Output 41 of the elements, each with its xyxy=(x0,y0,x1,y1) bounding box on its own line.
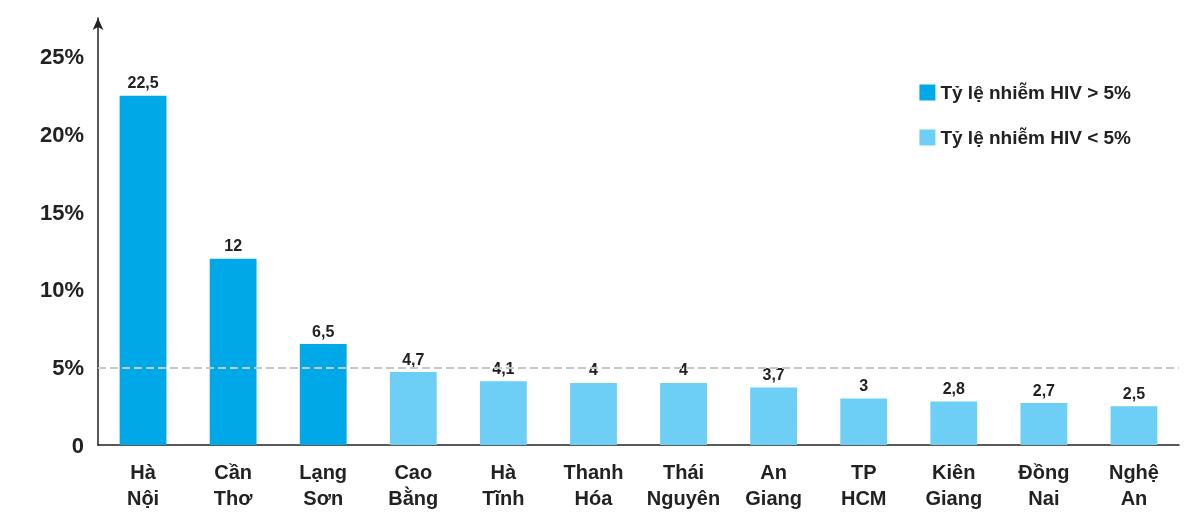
y-tick-label: 5% xyxy=(52,354,84,380)
bar xyxy=(119,95,167,445)
bar xyxy=(1020,403,1068,445)
x-tick-label: Hà Nội xyxy=(126,461,160,509)
x-tick-label: Kiên Giang xyxy=(925,461,983,509)
legend-label: Tỷ lệ nhiễm HIV > 5% xyxy=(940,82,1132,103)
x-tick-label: Thái Nguyên xyxy=(646,461,721,509)
x-tick-label: Nghệ An xyxy=(1108,461,1159,509)
bar xyxy=(930,401,978,445)
x-tick-label: Hà Tĩnh xyxy=(482,461,525,509)
x-tick-label: Thanh Hóa xyxy=(563,461,624,509)
data-label: 4 xyxy=(679,361,689,379)
bar xyxy=(479,381,527,445)
data-label: 2,7 xyxy=(1032,381,1056,399)
data-label: 4,7 xyxy=(402,350,425,368)
y-tick-label: 10% xyxy=(39,277,84,303)
bar xyxy=(209,258,257,445)
x-tick-label: Cần Thơ xyxy=(213,461,254,509)
y-tick-label: 15% xyxy=(39,199,84,225)
bar xyxy=(1110,406,1158,445)
data-label: 12 xyxy=(224,237,243,255)
bar xyxy=(840,398,888,445)
data-label: 6,5 xyxy=(312,322,335,340)
data-label: 3 xyxy=(859,376,869,394)
bar xyxy=(660,382,707,445)
bar xyxy=(750,387,798,445)
x-tick-label: TP HCM xyxy=(840,461,887,509)
data-label: 22,5 xyxy=(127,74,159,92)
legend-label: Tỷ lệ nhiễm HIV < 5% xyxy=(940,127,1132,148)
data-label: 2,5 xyxy=(1122,384,1146,402)
y-tick-label: 20% xyxy=(39,121,84,147)
bar xyxy=(389,372,437,445)
bar xyxy=(570,382,617,445)
x-tick-label: An Giang xyxy=(745,461,802,509)
x-tick-label: Cao Bằng xyxy=(388,461,439,509)
x-tick-label: Đồng Nai xyxy=(1018,461,1070,509)
y-tick-label: 0 xyxy=(71,432,84,458)
bar xyxy=(299,344,347,445)
x-tick-label: Lạng Sơn xyxy=(299,461,348,509)
data-label: 2,8 xyxy=(942,380,966,398)
y-tick-label: 25% xyxy=(39,44,84,70)
